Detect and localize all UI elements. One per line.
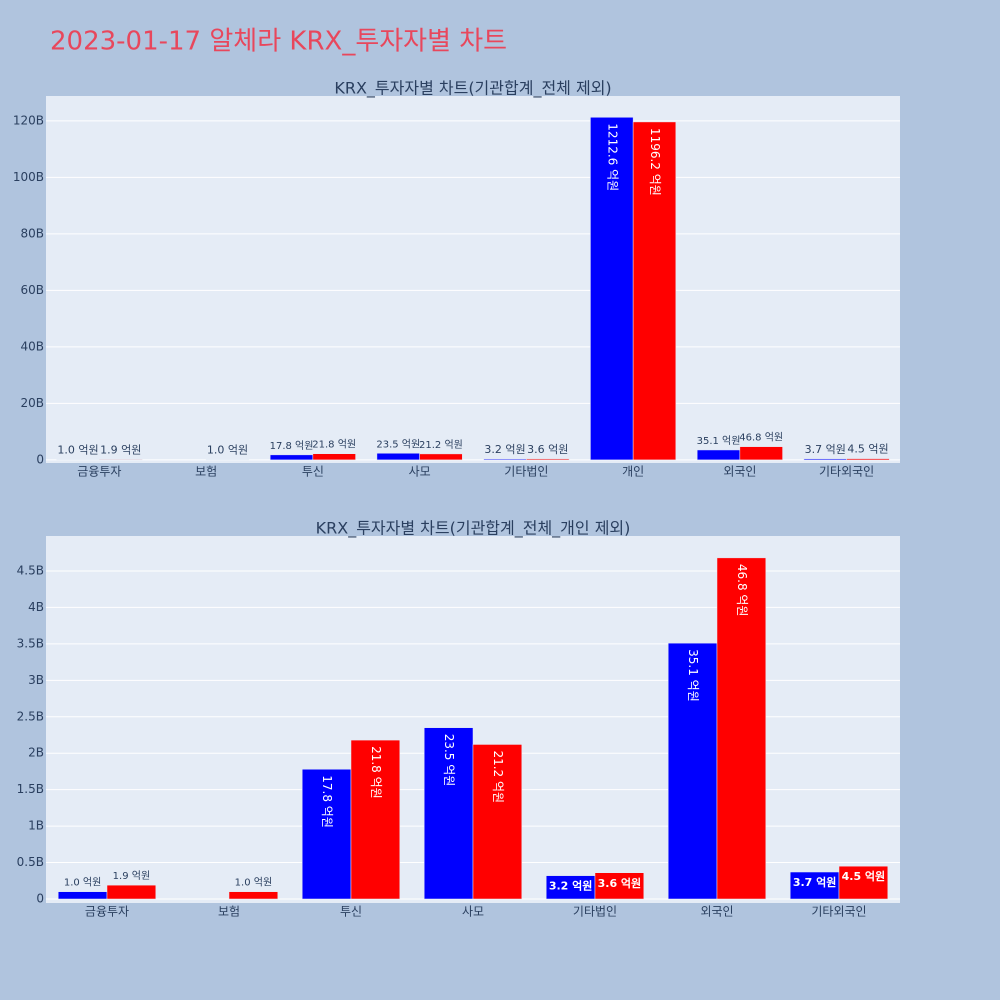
bar [419, 453, 463, 461]
y-tick-label: 0 [36, 891, 44, 905]
bar [789, 871, 840, 900]
y-tick-label: 1B [28, 819, 44, 833]
data-label: 46.8 억원 [739, 432, 783, 444]
bar [594, 872, 645, 900]
data-label: 1196.2 억원 [648, 128, 662, 196]
bar [846, 458, 890, 461]
y-tick-label: 80B [20, 226, 44, 240]
data-label: 3.7 억원 [793, 875, 837, 889]
x-tick-label: 보험 [195, 465, 217, 479]
bar [376, 453, 420, 461]
data-label: 4.5 억원 [847, 443, 888, 456]
data-label: 3.2 억원 [484, 443, 525, 456]
y-tick-label: 4.5B [17, 563, 44, 577]
bar [838, 865, 889, 900]
data-label: 46.8 억원 [735, 564, 749, 617]
bar [716, 557, 767, 900]
bar [301, 768, 352, 900]
bar [590, 117, 634, 461]
y-tick-label: 1.5B [17, 782, 44, 796]
bar [739, 446, 783, 461]
data-label: 4.5 억원 [842, 869, 886, 883]
data-label: 1.9 억원 [100, 443, 141, 456]
data-label: 21.2 억원 [419, 439, 463, 451]
plot-area [46, 96, 900, 463]
x-tick-label: 외국인 [723, 465, 756, 479]
bar [696, 449, 741, 461]
y-tick-label: 2B [28, 746, 44, 760]
y-tick-label: 2.5B [17, 709, 44, 723]
y-tick-label: 0.5B [17, 855, 44, 869]
page-title: 2023-01-17 알체라 KRX_투자자별 차트 [50, 27, 507, 57]
bar [312, 453, 356, 461]
x-tick-label: 기타외국인 [819, 465, 874, 479]
chart-title: KRX_투자자별 차트(기관합계_전체 제외) [334, 79, 611, 99]
x-tick-label: 기타법인 [504, 465, 548, 479]
bar [483, 458, 527, 461]
x-tick-label: 개인 [622, 465, 644, 479]
bar [99, 459, 143, 461]
y-tick-label: 60B [20, 283, 44, 297]
data-label: 17.8 억원 [320, 775, 334, 828]
data-label: 3.2 억원 [549, 879, 593, 893]
data-label: 1.9 억원 [113, 870, 150, 882]
y-tick-label: 3B [28, 673, 44, 687]
data-label: 21.8 억원 [369, 746, 383, 799]
data-label: 23.5 억원 [376, 438, 420, 450]
data-label: 23.5 억원 [442, 734, 456, 787]
data-label: 3.6 억원 [527, 443, 568, 456]
data-label: 17.8 억원 [270, 440, 314, 452]
bar [632, 121, 677, 461]
data-label: 3.7 억원 [805, 443, 846, 456]
data-label: 1.0 억원 [64, 877, 101, 889]
y-tick-label: 40B [20, 339, 44, 353]
bar [526, 458, 570, 461]
x-tick-label: 사모 [462, 905, 484, 919]
bar [269, 454, 314, 461]
y-tick-label: 4B [28, 600, 44, 614]
data-label: 35.1 억원 [686, 649, 700, 702]
y-tick-label: 20B [20, 396, 44, 410]
bar [350, 739, 401, 900]
chart-title: KRX_투자자별 차트(기관합계_전체_개인 제외) [316, 519, 631, 539]
data-label: 1212.6 억원 [605, 123, 619, 191]
y-tick-label: 3.5B [17, 636, 44, 650]
bar [228, 891, 279, 900]
bar [57, 891, 108, 900]
bar [472, 744, 523, 900]
x-tick-label: 보험 [218, 905, 240, 919]
bar [106, 884, 157, 900]
x-tick-label: 투신 [340, 905, 362, 919]
data-label: 35.1 억원 [697, 435, 741, 447]
x-tick-label: 금융투자 [77, 465, 121, 479]
y-tick-label: 100B [13, 170, 44, 184]
x-tick-label: 사모 [409, 465, 431, 479]
bar [423, 727, 474, 900]
x-tick-label: 금융투자 [85, 905, 129, 919]
x-tick-label: 기타외국인 [811, 905, 866, 919]
data-label: 21.2 억원 [491, 750, 505, 803]
x-tick-label: 투신 [302, 465, 324, 479]
y-tick-label: 120B [13, 113, 44, 127]
data-label: 1.0 억원 [207, 444, 248, 457]
data-label: 1.0 억원 [235, 877, 272, 889]
y-tick-label: 0 [36, 452, 44, 466]
data-label: 1.0 억원 [57, 444, 98, 457]
x-tick-label: 기타법인 [573, 905, 617, 919]
bar [803, 458, 847, 461]
data-label: 3.6 억원 [598, 876, 642, 890]
x-tick-label: 외국인 [700, 905, 733, 919]
data-label: 21.8 억원 [312, 439, 356, 451]
